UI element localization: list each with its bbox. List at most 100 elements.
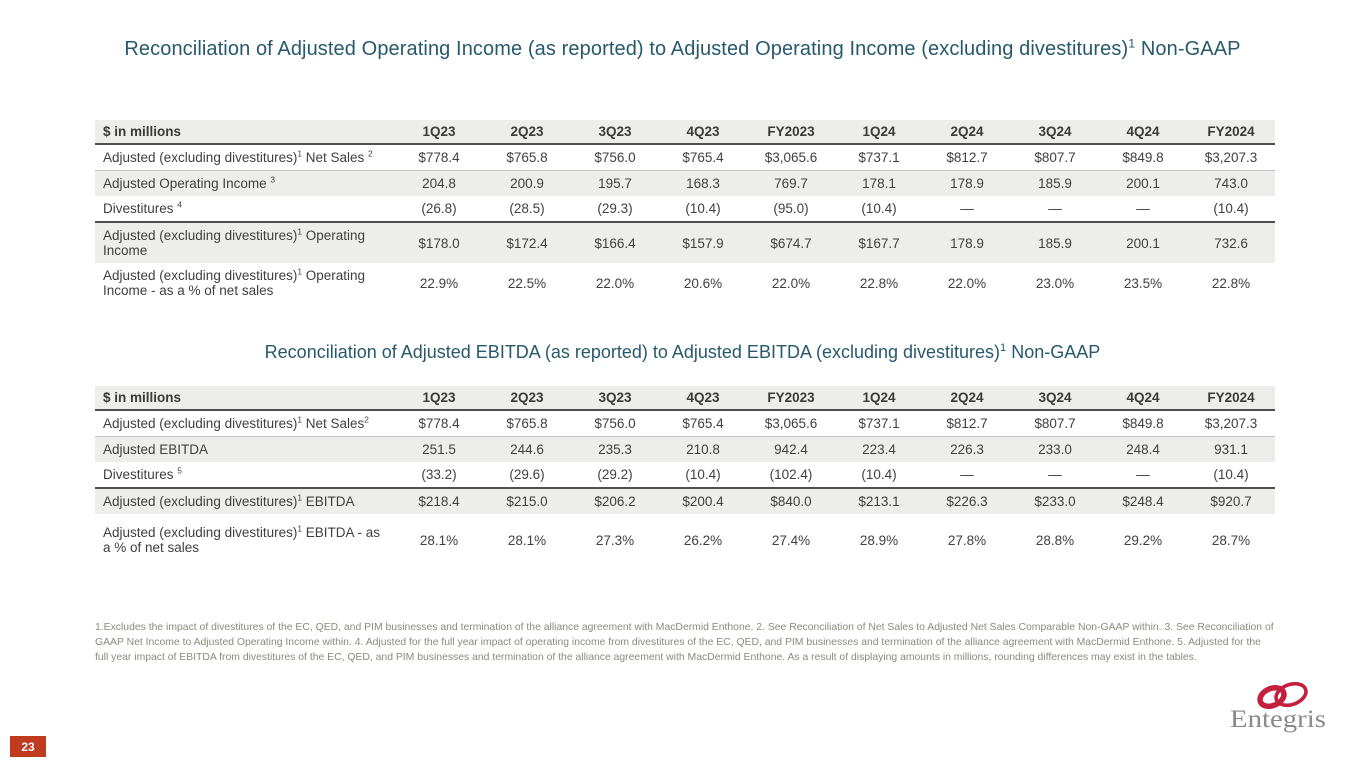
cell-value: $3,207.3 — [1187, 144, 1275, 171]
table-row: Adjusted (excluding divestitures)1 Opera… — [95, 263, 1275, 303]
cell-value: $213.1 — [858, 494, 900, 509]
cell-value: $778.4 — [395, 144, 483, 171]
row-label: Adjusted (excluding divestitures)1 EBITD… — [103, 523, 381, 555]
cell-value: $226.3 — [946, 494, 988, 509]
column-header: 1Q23 — [395, 120, 483, 145]
column-header: 3Q24 — [1011, 120, 1099, 145]
cell-value: 769.7 — [774, 176, 808, 191]
ebitda-section-title: Reconciliation of Adjusted EBITDA (as re… — [264, 342, 1101, 362]
cell-value: 204.8 — [422, 176, 456, 191]
cell-value: 28.9% — [859, 532, 899, 548]
cell-value: $737.1 — [835, 144, 923, 171]
cell-value: $167.7 — [858, 235, 900, 251]
cell-value: 20.6% — [683, 275, 723, 291]
row-label: Adjusted EBITDA — [103, 442, 209, 457]
column-header: 3Q23 — [571, 386, 659, 411]
cell-value: 22.8% — [1211, 275, 1251, 291]
cell-value: $3,207.3 — [1187, 410, 1275, 437]
cell-value: 23.0% — [1035, 275, 1075, 291]
table-row: Adjusted Operating Income 3 204.8 200.9 195… — [95, 170, 1275, 196]
row-label: Adjusted (excluding divestitures)1 Net S… — [95, 410, 395, 437]
page-number-badge: 23 — [10, 736, 46, 757]
cell-value: $778.4 — [395, 410, 483, 437]
cell-value: 233.0 — [1038, 442, 1072, 457]
cell-value: (10.4) — [835, 462, 923, 489]
column-header: 4Q24 — [1099, 386, 1187, 411]
cell-value: 244.6 — [510, 442, 544, 457]
column-header: FY2023 — [747, 386, 835, 411]
cell-value: $233.0 — [1034, 494, 1076, 509]
cell-value: — — [1011, 196, 1099, 223]
cell-value: (29.6) — [483, 462, 571, 489]
row-label: Divestitures 5 — [95, 462, 395, 489]
cell-value: 22.0% — [595, 275, 635, 291]
cell-value: 28.7% — [1211, 532, 1251, 548]
page-title: Reconciliation of Adjusted Operating Inc… — [124, 36, 1241, 60]
cell-value: 27.3% — [595, 532, 635, 548]
cell-value: $765.8 — [483, 410, 571, 437]
cell-value: 22.0% — [771, 275, 811, 291]
cell-value: 22.0% — [947, 275, 987, 291]
entegris-rings-icon — [1257, 681, 1308, 710]
reconciliation-table-ebitda: $ in millions 1Q23 2Q23 3Q23 4Q23 FY2023 1Q24 2… — [95, 386, 1275, 566]
header-row: $ in millions 1Q23 2Q23 3Q23 4Q23 FY2023 1Q24 2… — [95, 120, 1275, 145]
table-row: Adjusted (excluding divestitures)1 Net S… — [95, 144, 1275, 171]
table-row: Adjusted (excluding divestitures)1 EBITD… — [95, 514, 1275, 566]
cell-value: (10.4) — [1187, 462, 1275, 489]
cell-value: 200.9 — [510, 176, 544, 191]
cell-value: $218.4 — [418, 494, 460, 509]
cell-value: $765.8 — [483, 144, 571, 171]
row-label: Adjusted (excluding divestitures)1 Opera… — [103, 266, 366, 298]
cell-value: 178.9 — [950, 235, 984, 251]
cell-value: (10.4) — [835, 196, 923, 223]
cell-value: $3,065.6 — [747, 410, 835, 437]
cell-value: $172.4 — [506, 235, 548, 251]
units-header: $ in millions — [95, 386, 395, 411]
cell-value: (28.5) — [483, 196, 571, 223]
cell-value: $765.4 — [659, 410, 747, 437]
table-row: Adjusted (excluding divestitures)1 Opera… — [95, 222, 1275, 263]
cell-value: $807.7 — [1011, 144, 1099, 171]
cell-value: 248.4 — [1126, 442, 1160, 457]
cell-value: $737.1 — [835, 410, 923, 437]
row-label: Adjusted (excluding divestitures)1 Net S… — [95, 144, 395, 171]
column-header: 1Q24 — [835, 386, 923, 411]
cell-value: $178.0 — [418, 235, 460, 251]
cell-value: 178.1 — [862, 176, 896, 191]
cell-value: 195.7 — [598, 176, 632, 191]
cell-value: 200.1 — [1126, 176, 1160, 191]
cell-value: 942.4 — [774, 442, 808, 457]
operating-income-table: $ in millions 1Q23 2Q23 3Q23 4Q23 FY2023 1Q24 2… — [95, 120, 1275, 303]
cell-value: — — [1011, 462, 1099, 489]
cell-value: $812.7 — [923, 144, 1011, 171]
cell-value: 22.8% — [859, 275, 899, 291]
cell-value: 26.2% — [683, 532, 723, 548]
table-row: Divestitures 5 (33.2) (29.6) (29.2) (10.4) (1… — [95, 462, 1275, 489]
cell-value: $756.0 — [571, 410, 659, 437]
cell-value: — — [1099, 196, 1187, 223]
cell-value: 223.4 — [862, 442, 896, 457]
cell-value: (29.2) — [571, 462, 659, 489]
column-header: FY2023 — [747, 120, 835, 145]
cell-value: (10.4) — [1187, 196, 1275, 223]
column-header: 3Q24 — [1011, 386, 1099, 411]
column-header: 2Q23 — [483, 120, 571, 145]
cell-value: 27.4% — [771, 532, 811, 548]
ebitda-table: $ in millions 1Q23 2Q23 3Q23 4Q23 FY2023 1Q24 2… — [95, 386, 1275, 566]
cell-value: 185.9 — [1038, 176, 1072, 191]
column-header: FY2024 — [1187, 120, 1275, 145]
column-header: 4Q23 — [659, 120, 747, 145]
cell-value: (102.4) — [747, 462, 835, 489]
cell-value: $920.7 — [1210, 494, 1252, 509]
cell-value: — — [923, 462, 1011, 489]
cell-value: $3,065.6 — [747, 144, 835, 171]
cell-value: 210.8 — [686, 442, 720, 457]
column-header: 4Q24 — [1099, 120, 1187, 145]
cell-value: (95.0) — [747, 196, 835, 223]
footnotes: 1.Excludes the impact of divestitures of… — [95, 622, 1274, 663]
cell-value: 251.5 — [422, 442, 456, 457]
column-header: 4Q23 — [659, 386, 747, 411]
column-header: 3Q23 — [571, 120, 659, 145]
cell-value: 743.0 — [1214, 176, 1248, 191]
cell-value: 28.1% — [507, 532, 547, 548]
